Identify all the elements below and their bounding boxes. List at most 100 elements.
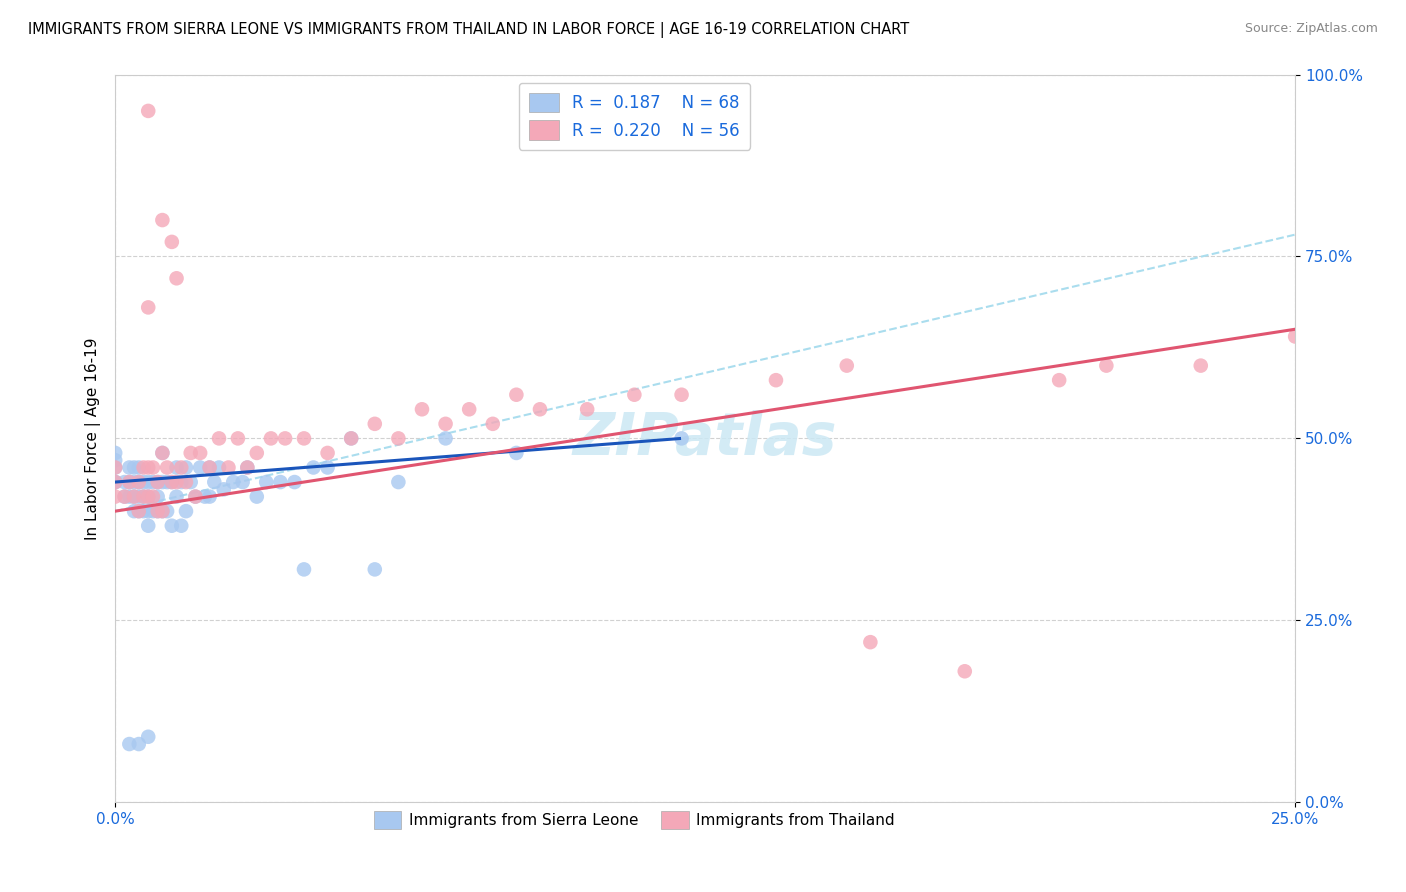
Point bbox=[156, 460, 179, 475]
Point bbox=[136, 518, 159, 533]
Point bbox=[142, 475, 165, 489]
Point bbox=[118, 460, 141, 475]
Point bbox=[260, 431, 283, 445]
Point bbox=[1284, 329, 1306, 343]
Point bbox=[217, 460, 239, 475]
Point bbox=[340, 431, 363, 445]
Point bbox=[387, 431, 409, 445]
Point bbox=[132, 475, 155, 489]
Point bbox=[246, 490, 269, 504]
Point bbox=[170, 475, 193, 489]
Point bbox=[174, 460, 197, 475]
Point bbox=[136, 730, 159, 744]
Point bbox=[160, 235, 183, 249]
Point bbox=[118, 490, 141, 504]
Point bbox=[434, 417, 457, 431]
Point bbox=[146, 504, 169, 518]
Point bbox=[953, 665, 976, 679]
Legend: Immigrants from Sierra Leone, Immigrants from Thailand: Immigrants from Sierra Leone, Immigrants… bbox=[367, 805, 901, 835]
Point bbox=[104, 490, 127, 504]
Point bbox=[150, 504, 173, 518]
Point bbox=[142, 504, 165, 518]
Text: IMMIGRANTS FROM SIERRA LEONE VS IMMIGRANTS FROM THAILAND IN LABOR FORCE | AGE 16: IMMIGRANTS FROM SIERRA LEONE VS IMMIGRAN… bbox=[28, 22, 910, 38]
Point bbox=[150, 213, 173, 227]
Point bbox=[128, 475, 150, 489]
Point bbox=[122, 475, 145, 489]
Point bbox=[150, 446, 173, 460]
Point bbox=[118, 737, 141, 751]
Point bbox=[292, 431, 315, 445]
Point bbox=[132, 460, 155, 475]
Point bbox=[156, 475, 179, 489]
Text: Source: ZipAtlas.com: Source: ZipAtlas.com bbox=[1244, 22, 1378, 36]
Point bbox=[505, 446, 527, 460]
Point bbox=[150, 475, 173, 489]
Point bbox=[128, 460, 150, 475]
Point bbox=[188, 460, 211, 475]
Point bbox=[122, 460, 145, 475]
Point bbox=[364, 562, 387, 576]
Point bbox=[1095, 359, 1118, 373]
Point bbox=[188, 446, 211, 460]
Point bbox=[104, 475, 127, 489]
Point bbox=[128, 737, 150, 751]
Point bbox=[623, 388, 645, 402]
Point bbox=[387, 475, 409, 489]
Point bbox=[198, 460, 221, 475]
Point bbox=[136, 504, 159, 518]
Point bbox=[128, 504, 150, 518]
Point bbox=[150, 446, 173, 460]
Point bbox=[184, 490, 207, 504]
Point bbox=[170, 460, 193, 475]
Point bbox=[136, 475, 159, 489]
Point bbox=[254, 475, 277, 489]
Point bbox=[180, 475, 202, 489]
Point bbox=[118, 475, 141, 489]
Point bbox=[122, 504, 145, 518]
Point bbox=[198, 460, 221, 475]
Point bbox=[104, 475, 127, 489]
Point bbox=[104, 446, 127, 460]
Point bbox=[104, 460, 127, 475]
Point bbox=[212, 483, 235, 497]
Point bbox=[122, 490, 145, 504]
Point bbox=[208, 431, 231, 445]
Point bbox=[269, 475, 291, 489]
Point bbox=[142, 490, 165, 504]
Point bbox=[671, 388, 693, 402]
Point bbox=[835, 359, 858, 373]
Point bbox=[146, 490, 169, 504]
Point bbox=[166, 271, 188, 285]
Point bbox=[146, 504, 169, 518]
Point bbox=[136, 490, 159, 504]
Point bbox=[434, 431, 457, 445]
Point bbox=[283, 475, 305, 489]
Point bbox=[576, 402, 599, 417]
Point bbox=[198, 490, 221, 504]
Point bbox=[160, 518, 183, 533]
Point bbox=[174, 504, 197, 518]
Point bbox=[316, 446, 339, 460]
Point bbox=[136, 460, 159, 475]
Point bbox=[505, 388, 527, 402]
Point bbox=[132, 490, 155, 504]
Point bbox=[104, 475, 127, 489]
Point bbox=[411, 402, 433, 417]
Point bbox=[160, 475, 183, 489]
Point bbox=[166, 460, 188, 475]
Point bbox=[316, 460, 339, 475]
Point bbox=[364, 417, 387, 431]
Point bbox=[114, 475, 136, 489]
Point bbox=[122, 490, 145, 504]
Point bbox=[236, 460, 259, 475]
Point bbox=[160, 475, 183, 489]
Point bbox=[292, 562, 315, 576]
Point bbox=[132, 490, 155, 504]
Point bbox=[128, 475, 150, 489]
Point bbox=[114, 490, 136, 504]
Y-axis label: In Labor Force | Age 16-19: In Labor Force | Age 16-19 bbox=[86, 337, 101, 540]
Point bbox=[671, 431, 693, 445]
Point bbox=[118, 475, 141, 489]
Point bbox=[142, 460, 165, 475]
Point bbox=[340, 431, 363, 445]
